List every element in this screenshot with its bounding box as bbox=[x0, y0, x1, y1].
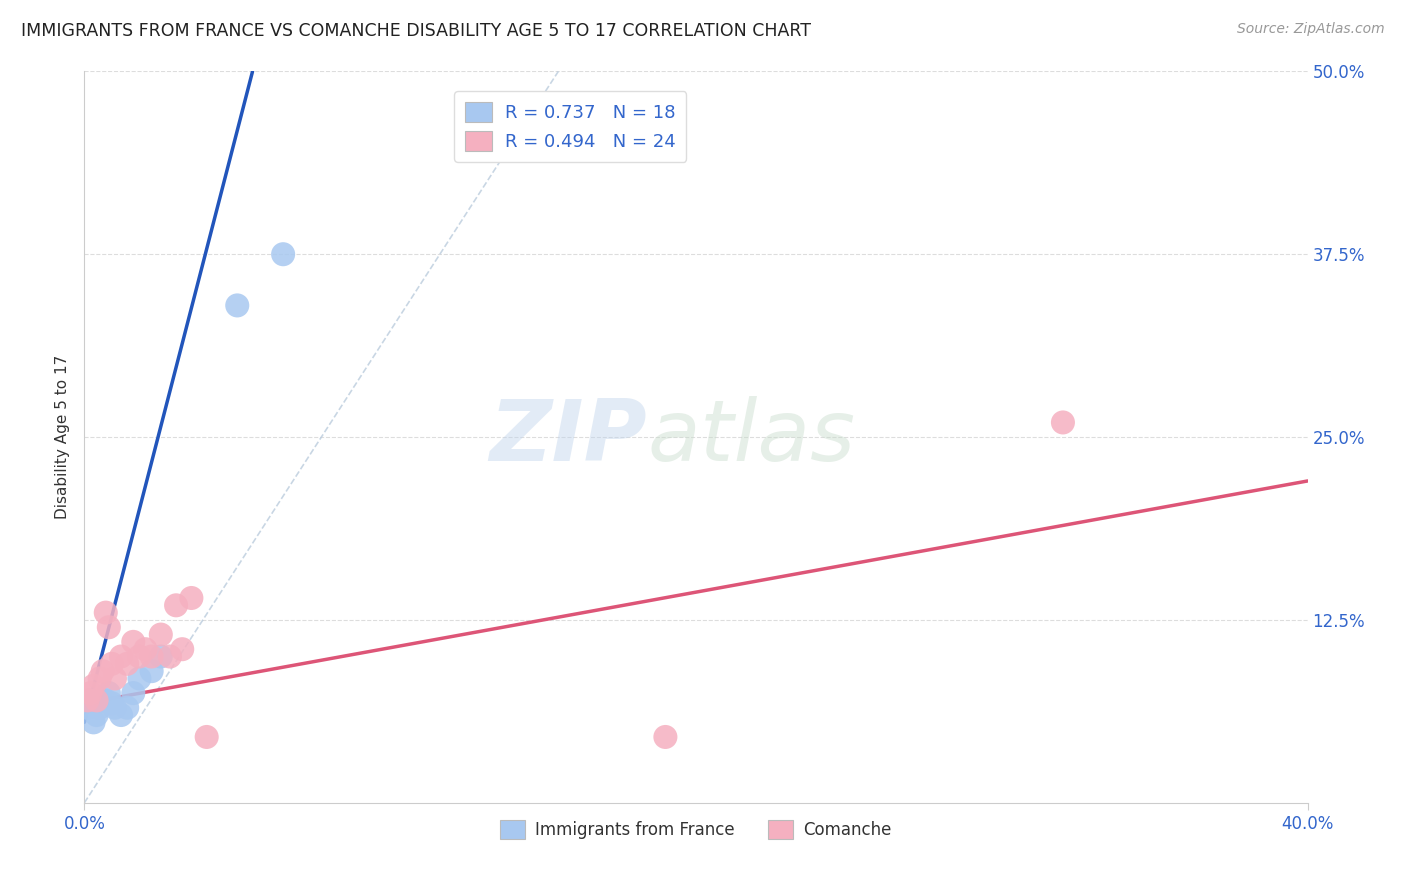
Text: ZIP: ZIP bbox=[489, 395, 647, 479]
Legend: Immigrants from France, Comanche: Immigrants from France, Comanche bbox=[494, 814, 898, 846]
Point bbox=[76, 693, 98, 707]
Point bbox=[89, 700, 111, 714]
Point bbox=[226, 298, 249, 312]
Point bbox=[79, 693, 101, 707]
Point bbox=[76, 700, 98, 714]
Point bbox=[122, 635, 145, 649]
Point bbox=[141, 649, 163, 664]
Point bbox=[128, 672, 150, 686]
Point bbox=[86, 693, 108, 707]
Point bbox=[101, 696, 124, 710]
Point bbox=[149, 649, 172, 664]
Point bbox=[165, 599, 187, 613]
Point bbox=[149, 627, 172, 641]
Point bbox=[159, 649, 181, 664]
Point bbox=[94, 693, 117, 707]
Y-axis label: Disability Age 5 to 17: Disability Age 5 to 17 bbox=[55, 355, 70, 519]
Point bbox=[115, 657, 138, 671]
Text: IMMIGRANTS FROM FRANCE VS COMANCHE DISABILITY AGE 5 TO 17 CORRELATION CHART: IMMIGRANTS FROM FRANCE VS COMANCHE DISAB… bbox=[21, 22, 811, 40]
Point bbox=[89, 672, 111, 686]
Point bbox=[101, 657, 124, 671]
Point bbox=[654, 730, 676, 744]
Point bbox=[86, 708, 108, 723]
Point bbox=[83, 715, 105, 730]
Text: atlas: atlas bbox=[647, 395, 855, 479]
Point bbox=[115, 700, 138, 714]
Point bbox=[195, 730, 218, 744]
Point bbox=[110, 649, 132, 664]
Point bbox=[128, 649, 150, 664]
Point bbox=[180, 591, 202, 605]
Point bbox=[97, 620, 120, 634]
Point bbox=[122, 686, 145, 700]
Text: Source: ZipAtlas.com: Source: ZipAtlas.com bbox=[1237, 22, 1385, 37]
Point bbox=[91, 664, 114, 678]
Point bbox=[79, 686, 101, 700]
Point bbox=[83, 679, 105, 693]
Point bbox=[1052, 416, 1074, 430]
Point bbox=[91, 693, 114, 707]
Point bbox=[94, 606, 117, 620]
Point bbox=[104, 672, 127, 686]
Point bbox=[110, 708, 132, 723]
Point bbox=[97, 686, 120, 700]
Point bbox=[172, 642, 194, 657]
Point bbox=[135, 642, 157, 657]
Point bbox=[271, 247, 294, 261]
Point bbox=[141, 664, 163, 678]
Point bbox=[104, 700, 127, 714]
